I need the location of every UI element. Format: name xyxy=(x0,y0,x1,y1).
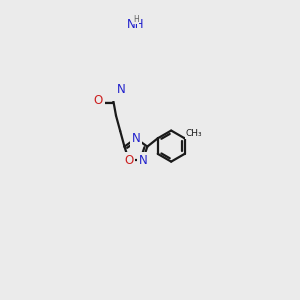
Text: N: N xyxy=(139,154,147,166)
Text: N: N xyxy=(117,83,125,96)
Text: H: H xyxy=(133,15,139,24)
Text: N: N xyxy=(131,132,140,145)
Text: NH: NH xyxy=(127,18,144,31)
Text: O: O xyxy=(124,154,134,166)
Text: O: O xyxy=(94,94,103,106)
Text: CH₃: CH₃ xyxy=(186,129,202,138)
